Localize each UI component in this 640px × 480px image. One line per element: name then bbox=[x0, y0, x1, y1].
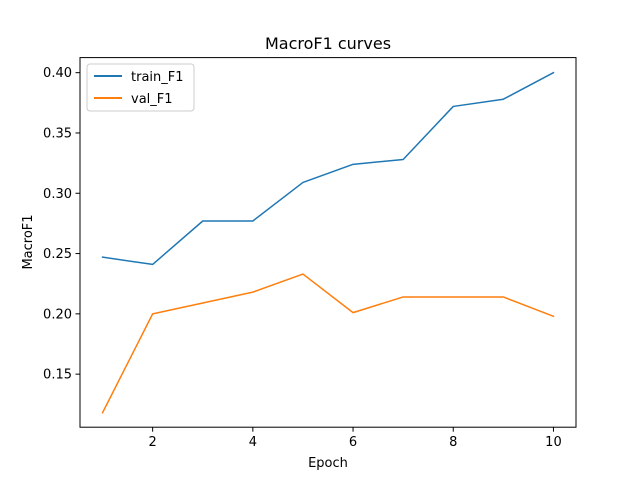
y-axis-label: MacroF1 bbox=[21, 214, 36, 269]
y-axis-ticks: 0.15 0.20 0.25 0.30 0.35 0.40 bbox=[43, 66, 80, 383]
x-tick-label: 8 bbox=[449, 435, 457, 450]
x-tick-label: 2 bbox=[149, 435, 157, 450]
y-tick-label: 0.35 bbox=[43, 126, 72, 141]
x-tick-label: 10 bbox=[545, 435, 562, 450]
series-lines bbox=[101, 71, 555, 414]
series-line-val-f1 bbox=[101, 273, 555, 414]
legend-label-train: train_F1 bbox=[131, 70, 184, 85]
y-tick-label: 0.25 bbox=[43, 247, 72, 262]
chart-title: MacroF1 curves bbox=[265, 34, 391, 53]
x-tick-label: 4 bbox=[249, 435, 257, 450]
y-tick-label: 0.30 bbox=[43, 187, 72, 202]
x-axis-ticks: 2 4 6 8 10 bbox=[149, 427, 562, 450]
plot-frame bbox=[79, 57, 577, 428]
x-axis-label: Epoch bbox=[308, 456, 348, 471]
legend-label-val: val_F1 bbox=[131, 92, 173, 107]
legend: train_F1 val_F1 bbox=[86, 63, 195, 112]
y-tick-label: 0.40 bbox=[43, 66, 72, 81]
series-line-train-f1 bbox=[101, 71, 555, 266]
y-tick-label: 0.15 bbox=[43, 368, 72, 383]
y-tick-label: 0.20 bbox=[43, 307, 72, 322]
x-tick-label: 6 bbox=[349, 435, 357, 450]
